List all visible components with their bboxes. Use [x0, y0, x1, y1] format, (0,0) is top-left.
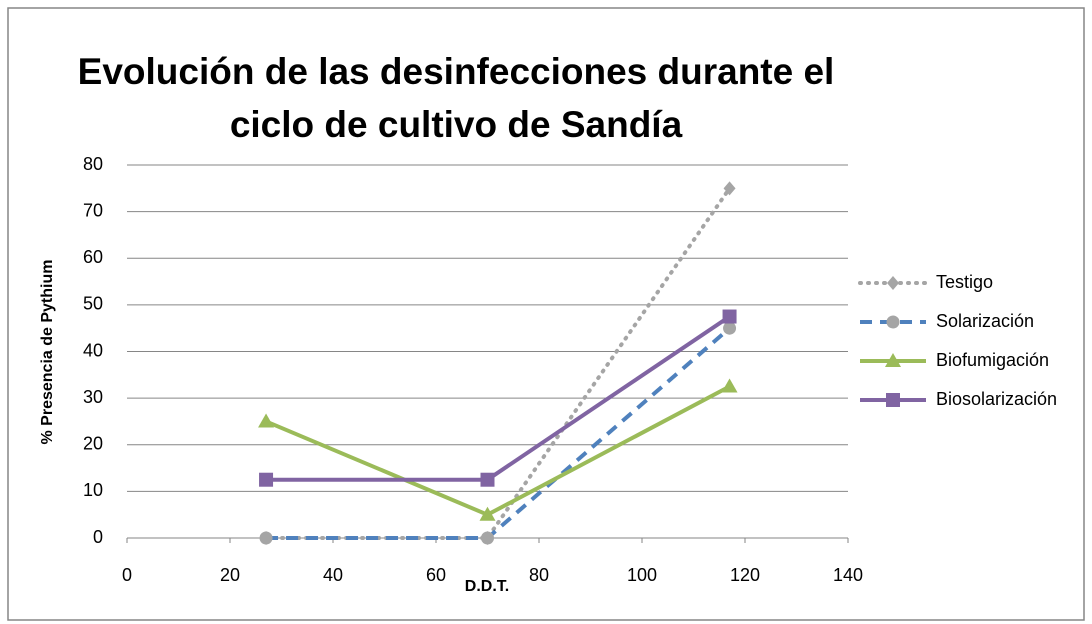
chart-title: ciclo de cultivo de Sandía [230, 104, 683, 145]
y-axis-label: % Presencia de Pythium [39, 260, 56, 445]
y-tick-label: 40 [83, 340, 103, 360]
legend-label: Biofumigación [936, 350, 1049, 370]
x-tick-label: 40 [323, 565, 343, 585]
y-tick-label: 30 [83, 387, 103, 407]
y-tick-label: 20 [83, 434, 103, 454]
y-tick-label: 60 [83, 247, 103, 267]
x-tick-label: 0 [122, 565, 132, 585]
legend-marker [886, 315, 900, 329]
marker [723, 181, 736, 196]
marker [479, 506, 496, 521]
x-tick-label: 20 [220, 565, 240, 585]
y-tick-label: 10 [83, 480, 103, 500]
y-tick-label: 0 [93, 527, 103, 547]
legend-marker [885, 353, 901, 367]
marker [259, 531, 273, 545]
marker [481, 531, 494, 545]
x-tick-label: 140 [833, 565, 863, 585]
legend-label: Testigo [936, 272, 993, 292]
y-tick-label: 50 [83, 294, 103, 314]
x-tick-label: 60 [426, 565, 446, 585]
series-line [264, 186, 732, 540]
legend-marker [887, 276, 899, 290]
x-tick-label: 120 [730, 565, 760, 585]
chart-title: Evolución de las desinfecciones durante … [78, 51, 835, 92]
marker [722, 309, 737, 324]
marker [258, 413, 275, 428]
y-tick-label: 80 [83, 154, 103, 174]
x-axis-label: D.D.T. [465, 578, 509, 595]
y-tick-label: 70 [83, 200, 103, 220]
x-tick-label: 100 [627, 565, 657, 585]
marker [721, 378, 738, 393]
legend-marker [886, 393, 900, 407]
marker [480, 472, 495, 487]
x-tick-label: 80 [529, 565, 549, 585]
marker [723, 321, 737, 335]
marker [259, 472, 274, 487]
chart-frame [7, 7, 1085, 621]
legend-label: Solarización [936, 311, 1034, 331]
legend-label: Biosolarización [936, 389, 1057, 409]
